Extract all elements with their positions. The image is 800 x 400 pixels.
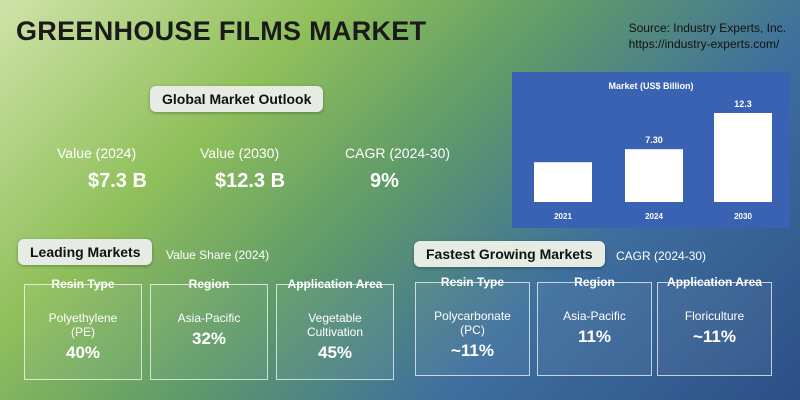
source-text: Source: Industry Experts, Inc. xyxy=(628,21,786,35)
card-value: ~11% xyxy=(450,341,494,360)
card-value: 32% xyxy=(191,329,227,348)
x-tick-label: 2024 xyxy=(645,212,663,221)
card-name: Vegetable Cultivation xyxy=(306,311,364,339)
chart-title: Market (US$ Billion) xyxy=(608,81,693,91)
card-name: Asia-Pacific xyxy=(563,309,626,323)
card-heading: Resin Type xyxy=(51,277,115,291)
card: Application Area Vegetable Cultivation 45% xyxy=(276,277,394,380)
outlook-value: 9% xyxy=(370,170,399,192)
card: Region Asia-Pacific 11% xyxy=(537,275,652,376)
card-heading: Resin Type xyxy=(440,275,505,289)
leading-subtitle: Value Share (2024) xyxy=(166,248,270,262)
outlook-label: Value (2030) xyxy=(200,145,280,161)
card-name: Asia-Pacific xyxy=(177,311,241,325)
value-label: 7.30 xyxy=(645,135,663,145)
source-url: https://industry-experts.com/ xyxy=(628,37,780,51)
card-heading: Application Area xyxy=(287,277,383,291)
chart-panel: Market (US$ Billion) 2021 2024 7.30 2030 12.… xyxy=(512,72,790,228)
value-label: 12.3 xyxy=(734,99,752,109)
card: Application Area Floriculture ~11% xyxy=(657,275,772,376)
title: GREENHOUSE FILMS MARKET xyxy=(16,16,427,46)
chart: Market (US$ Billion) 2021 2024 7.30 2030 12.… xyxy=(534,81,772,221)
card-value: 11% xyxy=(577,327,612,346)
outlook-label: Value (2024) xyxy=(57,145,137,161)
card-value: 40% xyxy=(65,343,101,362)
card: Resin Type Polyethylene (PE) 40% xyxy=(24,277,142,380)
bar xyxy=(714,113,772,202)
fastest-subtitle: CAGR (2024-30) xyxy=(616,249,707,263)
card-value: 45% xyxy=(317,343,353,362)
outlook-label: CAGR (2024-30) xyxy=(345,145,451,161)
source: Source: Industry Experts, Inc. https://i… xyxy=(629,20,786,52)
card-heading: Application Area xyxy=(667,275,762,289)
card: Resin Type Polycarbonate (PC) ~11% xyxy=(415,275,530,376)
card-name: Floriculture xyxy=(684,309,745,323)
outlook-value: $7.3 B xyxy=(88,170,147,192)
card-heading: Region xyxy=(574,275,615,289)
outlook-title: Global Market Outlook xyxy=(150,86,324,112)
card-value: ~11% xyxy=(692,327,736,346)
card: Region Asia-Pacific 32% xyxy=(150,277,268,380)
fastest-title: Fastest Growing Markets xyxy=(414,241,605,267)
card-name: Polycarbonate (PC) xyxy=(434,309,511,337)
bar xyxy=(625,149,683,202)
leading-title: Leading Markets xyxy=(18,239,153,265)
card-name: Polyethylene (PE) xyxy=(48,311,118,339)
card-heading: Region xyxy=(188,277,230,291)
bar xyxy=(534,162,592,202)
outlook-value: $12.3 B xyxy=(215,170,286,192)
x-tick-label: 2021 xyxy=(554,212,572,221)
x-tick-label: 2030 xyxy=(734,212,752,221)
